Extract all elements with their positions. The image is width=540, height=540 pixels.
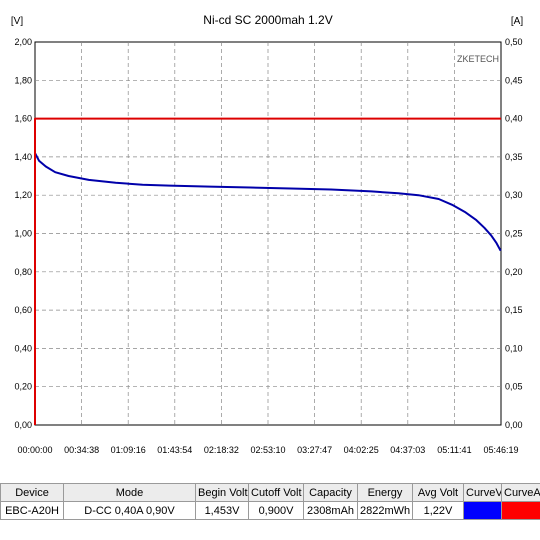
discharge-chart: 0,00 0,00 0,20 0,05 0,40 0,10 0,60 0,15 0,80 0,20… [10, 13, 524, 455]
info-value-row: EBC-A20H D-CC 0,40A 0,90V 1,453V 0,900V … [0, 501, 540, 520]
voltage-series-line [34, 152, 502, 252]
header-avg-volt: Avg Volt [412, 483, 464, 502]
y-left-tick-label: 1,20 [14, 190, 32, 200]
x-tick-label: 01:09:16 [111, 445, 146, 455]
value-avg-volt: 1,22V [412, 501, 464, 520]
header-begin-volt: Begin Volt [195, 483, 249, 502]
info-header-row: Device Mode Begin Volt Cutoff Volt Capac… [0, 483, 540, 502]
x-tick-label: 00:00:00 [17, 445, 52, 455]
y-left-tick-label: 0,80 [14, 267, 32, 277]
header-capacity: Capacity [303, 483, 358, 502]
y-right-tick-label: 0,15 [505, 305, 523, 315]
y-right-tick-label: 0,45 [505, 75, 523, 85]
y-left-tick-label: 1,40 [14, 152, 32, 162]
y-right-tick-label: 0,40 [505, 114, 523, 124]
value-mode: D-CC 0,40A 0,90V [63, 501, 196, 520]
y-left-tick-label: 0,00 [14, 420, 32, 430]
chart-title: Ni-cd SC 2000mah 1.2V [203, 13, 332, 27]
y-right-tick-label: 0,35 [505, 152, 523, 162]
y-left-tick-label: 1,80 [14, 75, 32, 85]
x-tick-label: 00:34:38 [64, 445, 99, 455]
y-left-tick-label: 0,20 [14, 382, 32, 392]
x-tick-label: 01:43:54 [157, 445, 192, 455]
y-right-tick-label: 0,05 [505, 382, 523, 392]
header-mode: Mode [63, 483, 196, 502]
y-left-tick-label: 1,60 [14, 114, 32, 124]
value-begin-volt: 1,453V [195, 501, 249, 520]
x-tick-label: 04:37:03 [390, 445, 425, 455]
value-cutoff-volt: 0,900V [248, 501, 304, 520]
current-series-line [34, 117, 501, 425]
x-tick-label: 02:18:32 [204, 445, 239, 455]
header-curve-v: CurveV [463, 483, 502, 502]
header-device: Device [0, 483, 64, 502]
y-right-tick-label: 0,00 [505, 420, 523, 430]
y-left-tick-label: 1,00 [14, 229, 32, 239]
curve-a-color-swatch[interactable] [501, 501, 540, 520]
header-energy: Energy [357, 483, 413, 502]
value-capacity: 2308mAh [303, 501, 358, 520]
x-tick-label: 03:27:47 [297, 445, 332, 455]
value-energy: 2822mWh [357, 501, 413, 520]
curve-v-color-swatch[interactable] [463, 501, 502, 520]
x-tick-label: 05:11:41 [437, 445, 471, 455]
y-right-tick-label: 0,30 [505, 190, 523, 200]
y-right-tick-label: 0,25 [505, 229, 523, 239]
y-right-tick-label: 0,20 [505, 267, 523, 277]
header-curve-a: CurveA [501, 483, 540, 502]
y-right-tick-label: 0,10 [505, 343, 523, 353]
x-tick-label: 05:46:19 [483, 445, 518, 455]
y-left-unit: [V] [11, 16, 23, 27]
series-group [34, 117, 502, 425]
y-left-tick-label: 2,00 [14, 37, 32, 47]
y-left-tick-label: 0,40 [14, 343, 32, 353]
grid [35, 42, 501, 425]
y-right-tick-label: 0,50 [505, 37, 523, 47]
x-tick-label: 04:02:25 [344, 445, 379, 455]
header-cutoff-volt: Cutoff Volt [248, 483, 304, 502]
x-tick-label: 02:53:10 [250, 445, 285, 455]
value-device: EBC-A20H [0, 501, 64, 520]
info-table: Device Mode Begin Volt Cutoff Volt Capac… [0, 483, 540, 520]
y-right-unit: [A] [511, 16, 523, 27]
watermark-text: ZKETECH [457, 54, 499, 64]
axis-ticks: 0,00 0,00 0,20 0,05 0,40 0,10 0,60 0,15 0,80 0,20… [14, 37, 522, 455]
y-left-tick-label: 0,60 [14, 305, 32, 315]
